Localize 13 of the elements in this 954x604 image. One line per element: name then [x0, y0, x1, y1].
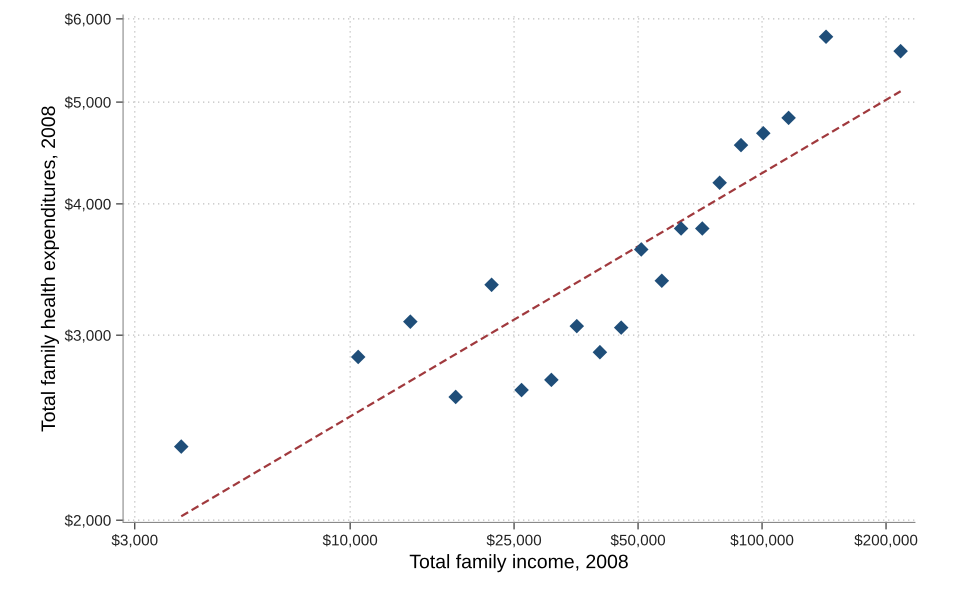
x-tick-label: $3,000 — [112, 534, 158, 548]
x-tick-label: $50,000 — [610, 534, 666, 548]
x-tick-label: $100,000 — [730, 534, 794, 548]
y-tick-label: $3,000 — [64, 329, 111, 343]
x-axis-title: Total family income, 2008 — [410, 554, 628, 572]
y-tick-label: $4,000 — [64, 198, 111, 212]
x-tick-label: $10,000 — [322, 534, 378, 548]
x-tick-label: $200,000 — [854, 534, 918, 548]
y-tick-label: $5,000 — [64, 96, 111, 110]
y-tick-label: $6,000 — [64, 13, 111, 26]
y-axis-title: Total family health expenditures, 2008 — [40, 106, 59, 432]
x-tick-label: $25,000 — [486, 534, 542, 548]
y-tick-label: $2,000 — [64, 514, 111, 528]
